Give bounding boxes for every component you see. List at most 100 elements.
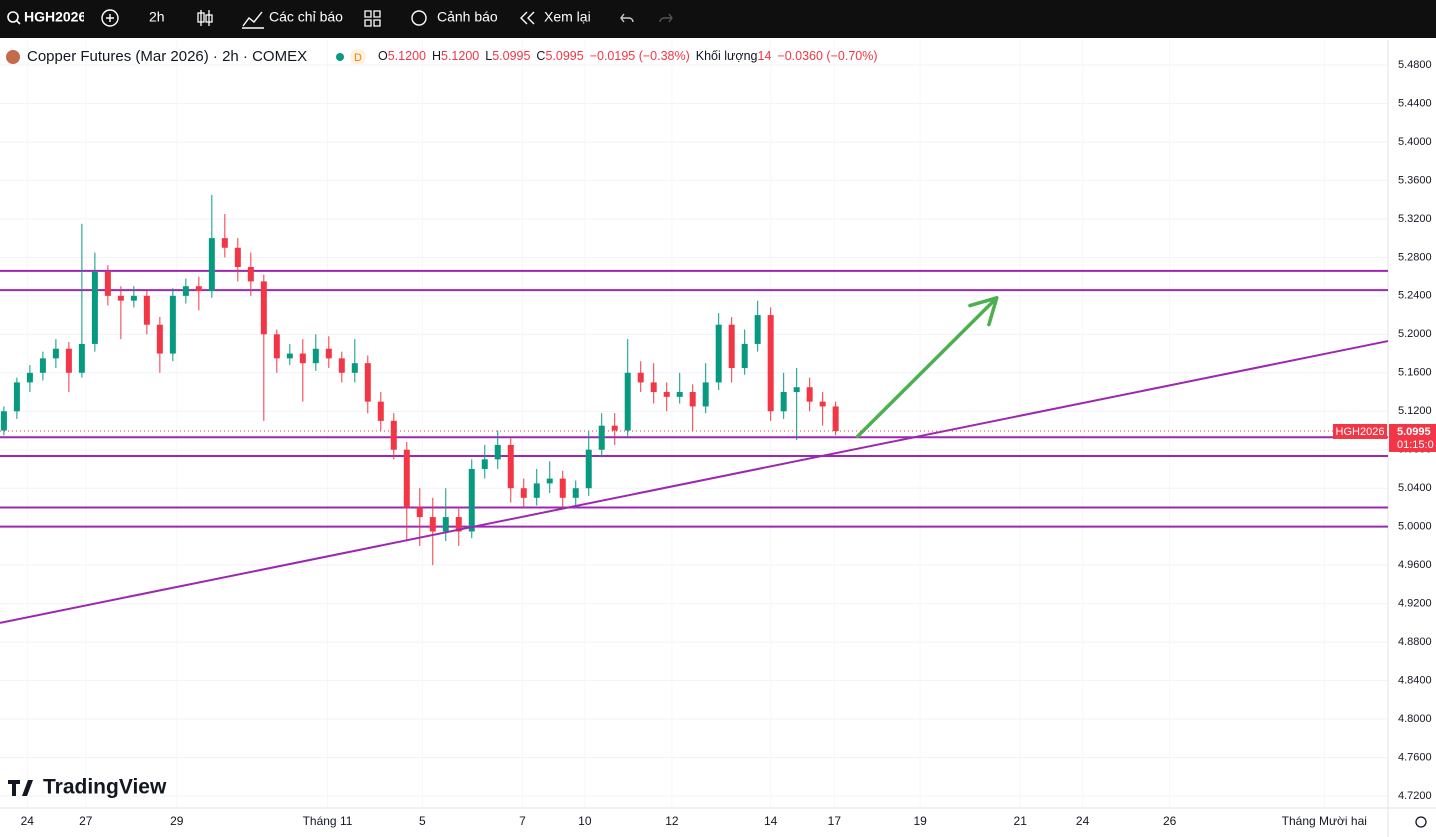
candle-body [507,444,514,489]
symbol-badge-label: HGH2026 [1336,426,1385,438]
y-tick-label: 4.8000 [1398,713,1432,725]
price-badge [1389,423,1436,452]
y-tick-label: 4.8400 [1398,674,1432,686]
candle-body [117,295,124,301]
x-tick-label: Tháng Mười hai [1282,814,1367,828]
candle-body [221,238,228,248]
replay[interactable]: Xem lại [544,9,591,25]
candle-body [572,488,579,498]
x-tick-label: 17 [828,814,842,828]
candle-body [533,483,540,498]
y-tick-label: 5.0400 [1398,482,1432,494]
add-symbol[interactable] [101,9,119,27]
candle-body [455,517,462,532]
y-tick-label: 4.9600 [1398,559,1432,571]
y-tick-label: 4.9200 [1398,598,1432,610]
y-tick-label: 5.4800 [1398,59,1432,71]
candle-body [403,449,410,508]
candle-body [793,387,800,393]
y-tick-label: 4.8800 [1398,636,1432,648]
y-tick-label: 4.7200 [1398,790,1432,802]
candle-body [429,517,436,532]
candle-body [325,348,332,359]
candle-body [247,266,254,282]
x-tick-label: 19 [913,814,927,828]
brand-logo [8,780,33,796]
legend-label: C [536,49,545,63]
candle-body [234,247,241,267]
candle-body [91,271,98,344]
candle-body [416,507,423,518]
candle-body [208,238,215,292]
candle-body [650,382,657,393]
candle-body [390,420,397,450]
chart-title: Copper Futures (Mar 2026) · 2h · COMEX [27,48,307,65]
grid [0,40,1388,808]
x-tick-label: 24 [21,814,35,828]
brand-name: TradingView [43,776,167,799]
symbol-badge [1333,423,1387,439]
candle-body [26,372,33,383]
candle-body [351,363,358,373]
candle-body [520,488,527,498]
forecast-arrow [856,296,999,439]
candle-body [832,406,839,431]
y-tick-label: 5.0000 [1398,521,1432,533]
interval[interactable]: 2h [149,9,165,25]
candle-body [494,444,501,460]
alert-icon [411,10,427,26]
market-status [336,53,344,61]
settings[interactable] [1415,816,1427,828]
delay-status: D [354,52,362,64]
y-tick-label: 5.2800 [1398,251,1432,263]
delay-badge [350,49,366,65]
legend-value: 5.1200 [441,49,479,63]
candle-body [169,295,176,354]
chart-type[interactable] [197,10,213,26]
x-tick-label: Tháng 11 [303,814,353,828]
y-tick-label: 5.1600 [1398,367,1432,379]
undo[interactable] [620,13,634,23]
candle-body [585,449,592,489]
y-tick-label: 5.4000 [1398,136,1432,148]
candle-body [637,372,644,383]
y-tick-label: 5.2400 [1398,290,1432,302]
y-tick-label: 5.2000 [1398,328,1432,340]
alerts[interactable]: Cảnh báo [437,9,498,25]
candle-body [598,425,605,450]
candle-body [741,343,748,368]
candle-body [260,281,267,335]
candle-body [104,271,111,296]
symbol-logo [6,50,20,64]
candle-body [273,334,280,359]
indicators[interactable]: Các chỉ báo [269,9,343,25]
legend: Copper Futures (Mar 2026) · 2h · COMEX D… [6,48,878,65]
layouts[interactable] [364,10,381,27]
x-tick-label: 14 [764,814,778,828]
candle-body [702,382,709,407]
y-tick-label: 5.3600 [1398,174,1432,186]
x-tick-label: 26 [1163,814,1177,828]
candle-body [819,401,826,407]
candle-body [299,353,306,364]
candle-body [52,348,59,359]
candle-body [676,392,683,397]
candle-body [78,343,85,373]
candle-body [806,387,813,402]
candle-body [767,315,774,412]
legend-label: Khối lượng [696,49,758,63]
redo[interactable] [659,13,673,23]
candle-body [156,324,163,354]
candle-body [624,372,631,431]
legend-value: 14 [758,49,772,63]
candle-body [143,295,150,325]
candle-body [195,286,202,292]
candle-body [13,382,20,412]
replay-icon [520,11,535,25]
x-tick-label: 27 [79,814,93,828]
add-icon [106,14,114,22]
legend-label: H [432,49,441,63]
symbol-search[interactable]: HGH2026 [7,9,86,25]
